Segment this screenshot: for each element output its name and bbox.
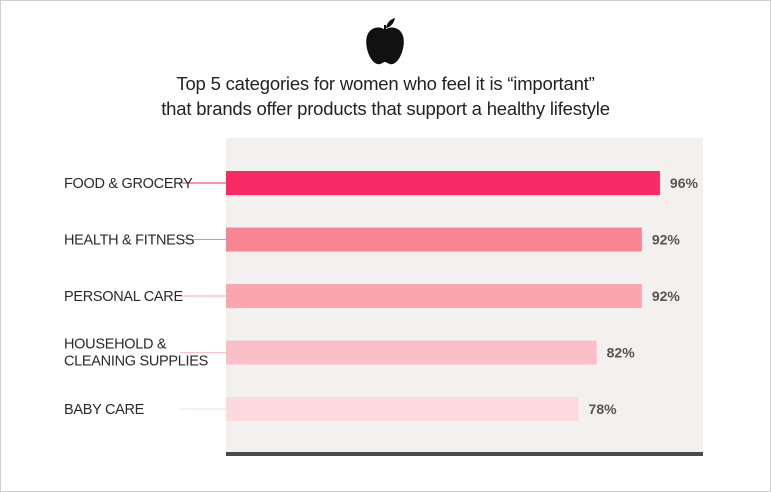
- value-label: 92%: [652, 288, 681, 304]
- value-label: 78%: [589, 401, 618, 417]
- chart-title-line-1: Top 5 categories for women who feel it i…: [176, 73, 595, 94]
- chart-title-line-2: that brands offer products that support …: [161, 98, 610, 119]
- category-label: FOOD & GROCERY: [64, 176, 193, 192]
- category-label: HOUSEHOLD &: [64, 337, 167, 353]
- category-label: PERSONAL CARE: [64, 289, 183, 305]
- value-label: 82%: [607, 345, 636, 361]
- value-label: 92%: [652, 232, 681, 248]
- chart-title: Top 5 categories for women who feel it i…: [0, 71, 771, 121]
- apple-icon: [366, 18, 404, 65]
- category-label: BABY CARE: [64, 402, 145, 418]
- bar: [226, 340, 597, 365]
- value-label: 96%: [670, 175, 699, 191]
- bar: [226, 171, 660, 195]
- category-label: HEALTH & FITNESS: [64, 233, 194, 249]
- bar: [226, 227, 642, 252]
- bar: [226, 397, 579, 421]
- category-label: CLEANING SUPPLIES: [64, 354, 208, 370]
- baseline: [226, 452, 703, 456]
- bar: [226, 284, 642, 308]
